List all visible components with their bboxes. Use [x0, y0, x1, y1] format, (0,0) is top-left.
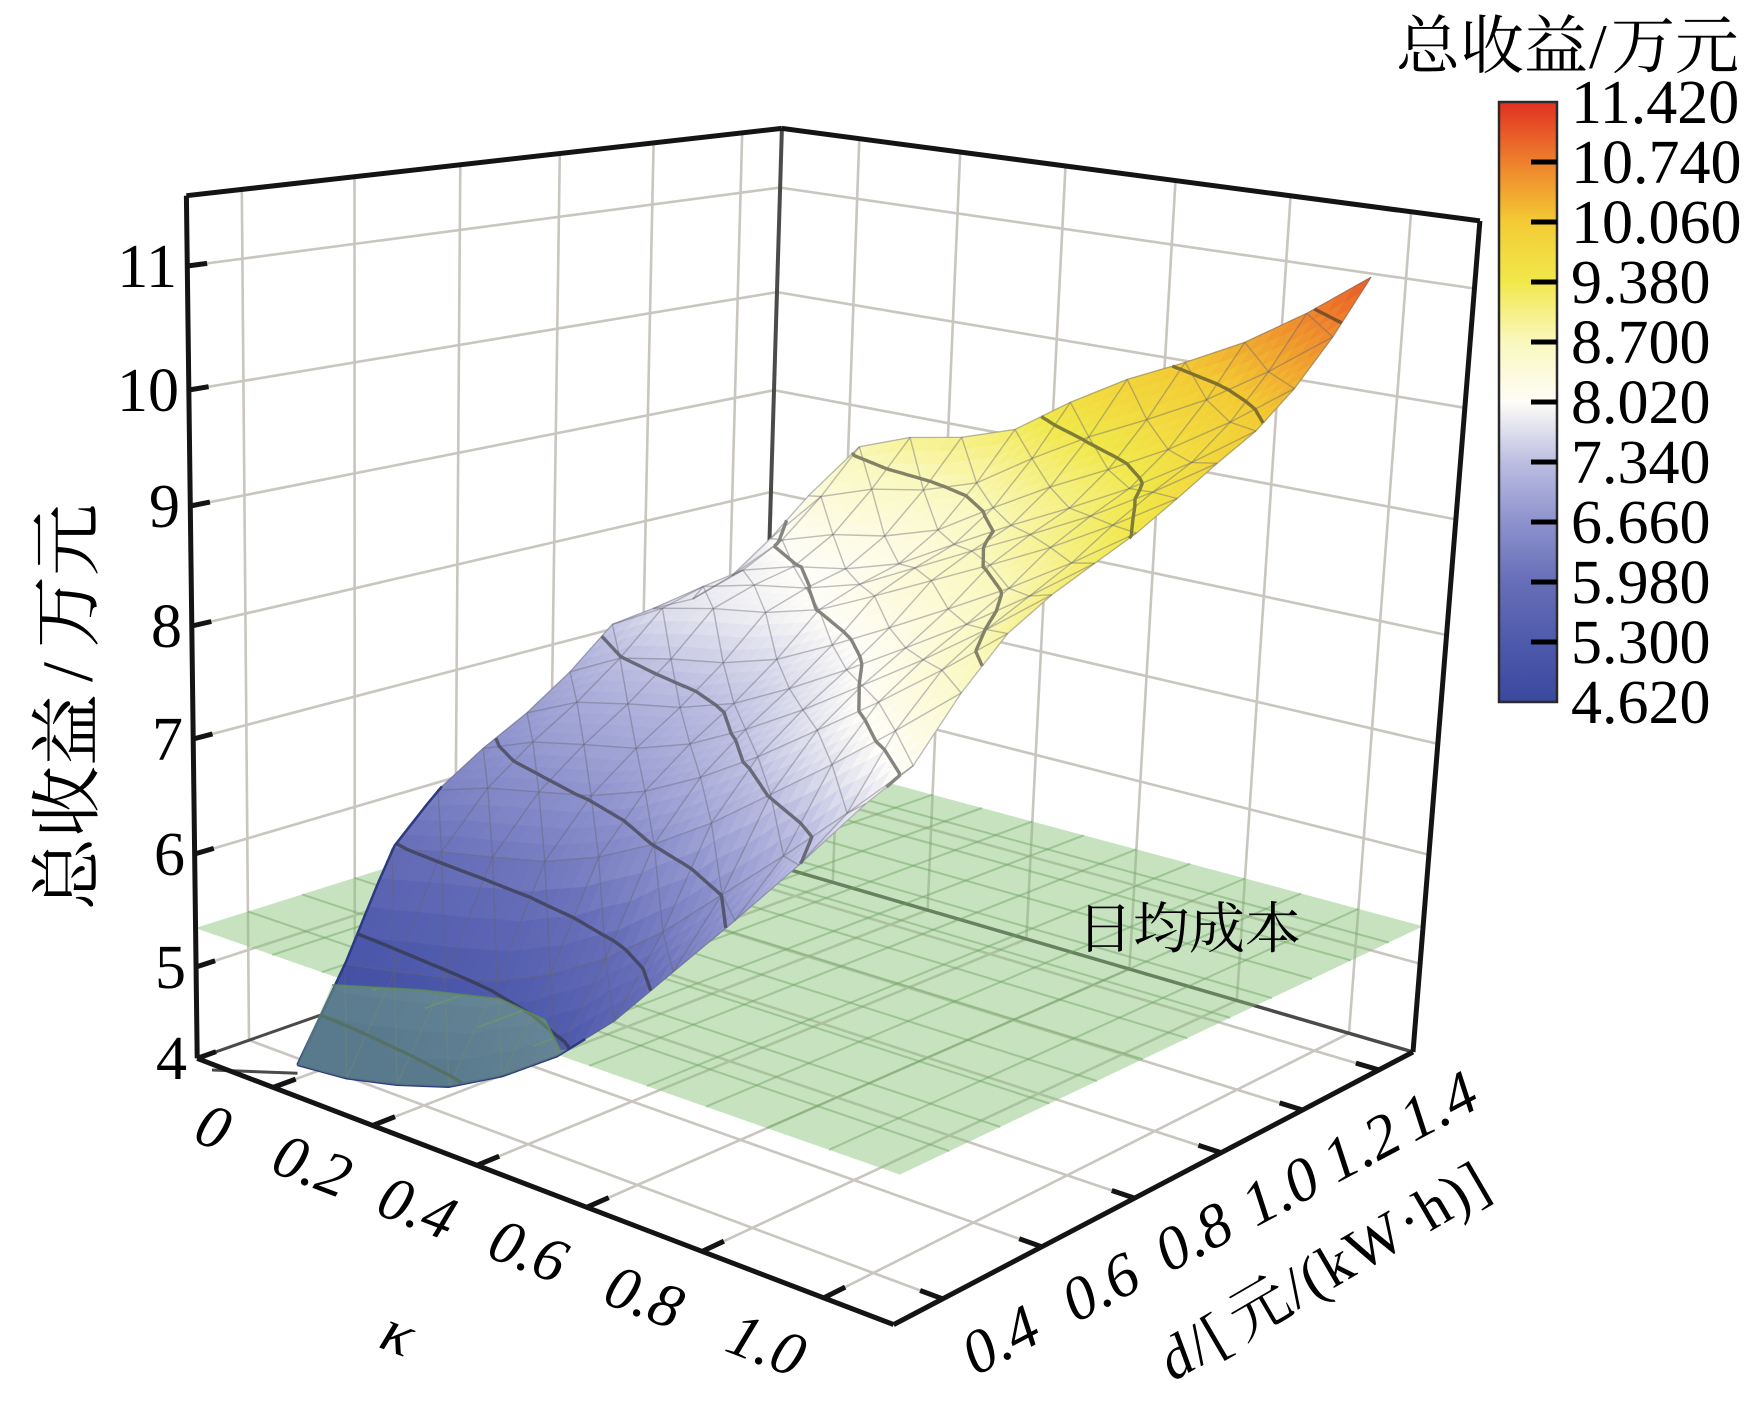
- svg-text:10: 10: [117, 357, 179, 425]
- svg-text:8: 8: [151, 593, 182, 661]
- svg-text:11: 11: [117, 233, 177, 301]
- svg-text:5.980: 5.980: [1571, 549, 1711, 617]
- svg-text:7: 7: [152, 706, 183, 774]
- svg-text:9.380: 9.380: [1571, 249, 1711, 317]
- svg-text:4.620: 4.620: [1571, 669, 1711, 737]
- svg-text:7.340: 7.340: [1571, 429, 1711, 497]
- svg-text:10.060: 10.060: [1571, 189, 1742, 257]
- svg-text:11.420: 11.420: [1571, 69, 1739, 137]
- svg-text:8.700: 8.700: [1571, 309, 1711, 377]
- svg-text:10.740: 10.740: [1571, 129, 1742, 197]
- svg-text:/: /: [28, 662, 108, 682]
- svg-text:4: 4: [156, 1025, 187, 1093]
- svg-text:8.020: 8.020: [1571, 369, 1711, 437]
- svg-text:5.300: 5.300: [1571, 609, 1711, 677]
- svg-text:6: 6: [154, 821, 185, 889]
- svg-text:5: 5: [155, 934, 186, 1002]
- svg-text:9: 9: [149, 473, 180, 541]
- svg-text:6.660: 6.660: [1571, 489, 1711, 557]
